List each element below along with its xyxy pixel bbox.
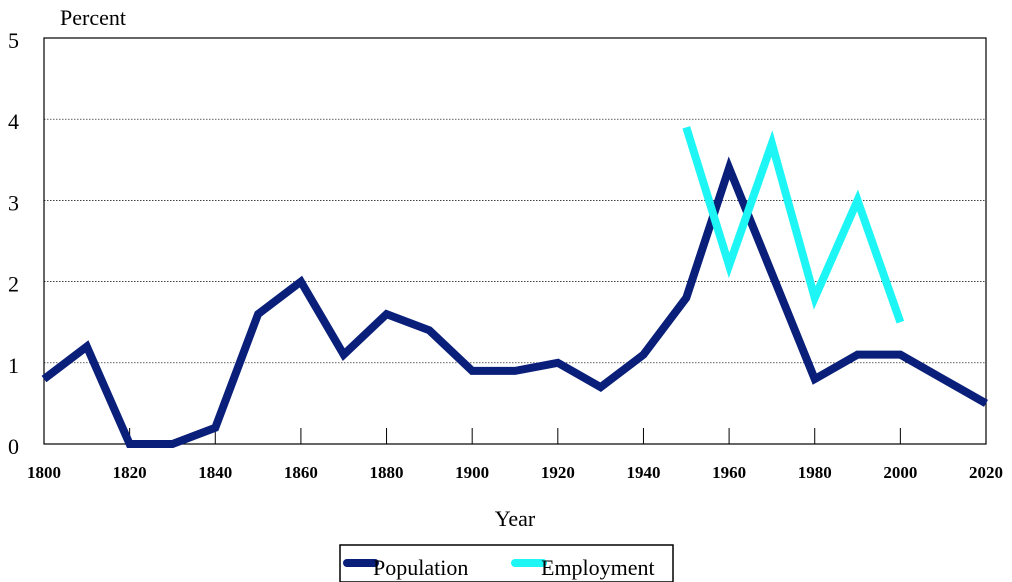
x-tick-label: 1900 xyxy=(455,463,489,482)
y-tick-label: 4 xyxy=(8,109,19,134)
legend-label: Population xyxy=(373,555,468,580)
x-tick-label: 1820 xyxy=(113,463,147,482)
y-tick-label: 0 xyxy=(8,434,19,459)
y-axis-label: Percent xyxy=(60,5,126,30)
x-tick-label: 2020 xyxy=(969,463,1003,482)
x-tick-label: 1800 xyxy=(27,463,61,482)
y-tick-label: 2 xyxy=(8,272,19,297)
x-tick-label: 1980 xyxy=(798,463,832,482)
plot-frame xyxy=(43,37,987,445)
x-axis-label: Year xyxy=(495,506,536,531)
x-tick-label: 1860 xyxy=(284,463,318,482)
series-line xyxy=(682,126,905,324)
series-line xyxy=(41,156,988,448)
x-tick-label: 1960 xyxy=(712,463,746,482)
x-tick-label: 1840 xyxy=(198,463,232,482)
legend-box xyxy=(339,544,674,582)
y-tick-label: 3 xyxy=(8,190,19,215)
legend-label: Employment xyxy=(541,555,655,580)
x-tick-label: 1880 xyxy=(370,463,404,482)
x-tick-label: 1940 xyxy=(626,463,660,482)
y-tick-label: 1 xyxy=(8,353,19,378)
y-tick-label: 5 xyxy=(8,28,19,53)
x-tick-label: 2000 xyxy=(883,463,917,482)
x-tick-label: 1920 xyxy=(541,463,575,482)
